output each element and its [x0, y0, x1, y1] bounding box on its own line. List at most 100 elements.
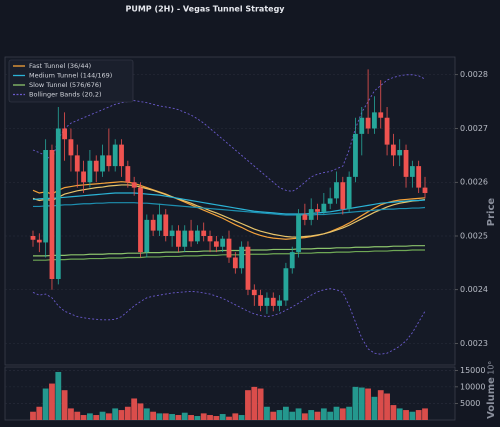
- candle-body: [157, 214, 162, 231]
- candle-body: [270, 297, 276, 306]
- y-tick-label: 0.0027: [460, 124, 488, 133]
- candle-body: [258, 295, 264, 306]
- candle-body: [62, 128, 68, 140]
- volume-bar: [251, 386, 258, 420]
- candle-body: [176, 230, 181, 247]
- volume-bar: [99, 411, 106, 420]
- indicator-line: [32, 192, 426, 215]
- candle-body: [422, 187, 428, 193]
- y-tick-label: 0.0024: [460, 285, 488, 294]
- volume-bar: [333, 406, 340, 420]
- volume-bar: [207, 415, 213, 420]
- candle-body: [226, 238, 232, 258]
- candle-body: [289, 252, 295, 269]
- candle-body: [277, 300, 282, 306]
- candle-body: [43, 149, 49, 243]
- y-tick-label: 0.0023: [460, 339, 488, 348]
- volume-bar: [358, 387, 365, 420]
- candle-body: [93, 160, 99, 172]
- candle-body: [81, 171, 86, 183]
- candle-body: [182, 230, 188, 247]
- volume-bar: [232, 413, 239, 420]
- legend-label: Fast Tunnel (36/44): [29, 62, 91, 70]
- candle-body: [144, 219, 150, 253]
- volume-bar: [245, 390, 251, 420]
- y-tick-label: 0.0025: [460, 231, 488, 240]
- candle-body: [106, 155, 112, 167]
- candle-body: [403, 149, 409, 177]
- volume-bar: [55, 371, 62, 420]
- volume-bar: [384, 393, 390, 420]
- volume-bar: [219, 414, 226, 420]
- volume-bar: [36, 406, 43, 420]
- volume-bar: [339, 408, 346, 420]
- volume-bar: [289, 411, 296, 420]
- candle-body: [283, 268, 289, 301]
- candle-body: [397, 149, 403, 156]
- candle-body: [327, 198, 333, 204]
- candle-body: [74, 155, 80, 172]
- candle-body: [232, 257, 238, 269]
- candle-body: [68, 139, 74, 156]
- candle-body: [169, 230, 175, 236]
- indicator-line: [32, 184, 426, 238]
- indicator-line: [32, 74, 426, 192]
- price-panel: [4, 56, 456, 366]
- volume-bar: [276, 410, 283, 420]
- volume-bar: [80, 415, 87, 420]
- volume-bar: [194, 416, 201, 420]
- candle-body: [220, 238, 226, 247]
- volume-bar: [346, 406, 353, 420]
- legend-label: Slow Tunnel (576/676): [29, 81, 102, 89]
- volume-bar: [396, 408, 403, 420]
- volume-bar: [320, 408, 327, 420]
- candle-body: [251, 289, 257, 296]
- candle-body: [36, 239, 42, 243]
- candle-body: [296, 214, 301, 253]
- candle-body: [188, 230, 194, 242]
- candle-body: [384, 117, 390, 145]
- candle-body: [49, 149, 55, 279]
- volume-bar: [87, 413, 93, 420]
- volume-bar: [74, 411, 81, 420]
- candle-body: [321, 203, 327, 212]
- volume-bar: [257, 388, 264, 420]
- volume-bar: [131, 398, 138, 420]
- candle-body: [125, 166, 131, 183]
- volume-offset-label: 10⁶: [487, 361, 496, 374]
- candle-body: [390, 144, 396, 156]
- volume-axis-label: Volume: [486, 377, 497, 419]
- legend-label: Medium Tunnel (144/169): [29, 72, 112, 80]
- volume-bar: [42, 388, 49, 420]
- volume-bar: [61, 390, 68, 420]
- candle-body: [131, 182, 137, 188]
- volume-bar: [118, 410, 125, 420]
- candle-body: [264, 297, 270, 306]
- volume-bar: [415, 410, 422, 420]
- candle-body: [119, 144, 124, 167]
- y-tick-label: 0.0028: [460, 70, 488, 79]
- indicator-line: [33, 202, 426, 216]
- volume-bar: [150, 411, 157, 420]
- volume-bar: [30, 411, 36, 420]
- candle-body: [302, 214, 308, 220]
- candle-body: [359, 117, 365, 134]
- volume-bar: [295, 408, 302, 420]
- volume-bar: [105, 413, 112, 420]
- volume-bar: [283, 406, 289, 420]
- volume-bar: [175, 415, 182, 420]
- y-tick-label: 0.0026: [460, 178, 488, 187]
- y-tick-label: 15000: [460, 366, 485, 375]
- volume-bar: [213, 416, 220, 420]
- candle-body: [353, 133, 358, 177]
- candle-body: [30, 235, 36, 240]
- volume-bar: [49, 383, 55, 420]
- candle-body: [138, 187, 143, 253]
- candle-body: [372, 112, 377, 129]
- candle-body: [87, 160, 93, 183]
- volume-bar: [377, 390, 384, 420]
- volume-bar: [314, 411, 321, 420]
- volume-bar: [188, 415, 194, 420]
- candle-body: [315, 209, 320, 212]
